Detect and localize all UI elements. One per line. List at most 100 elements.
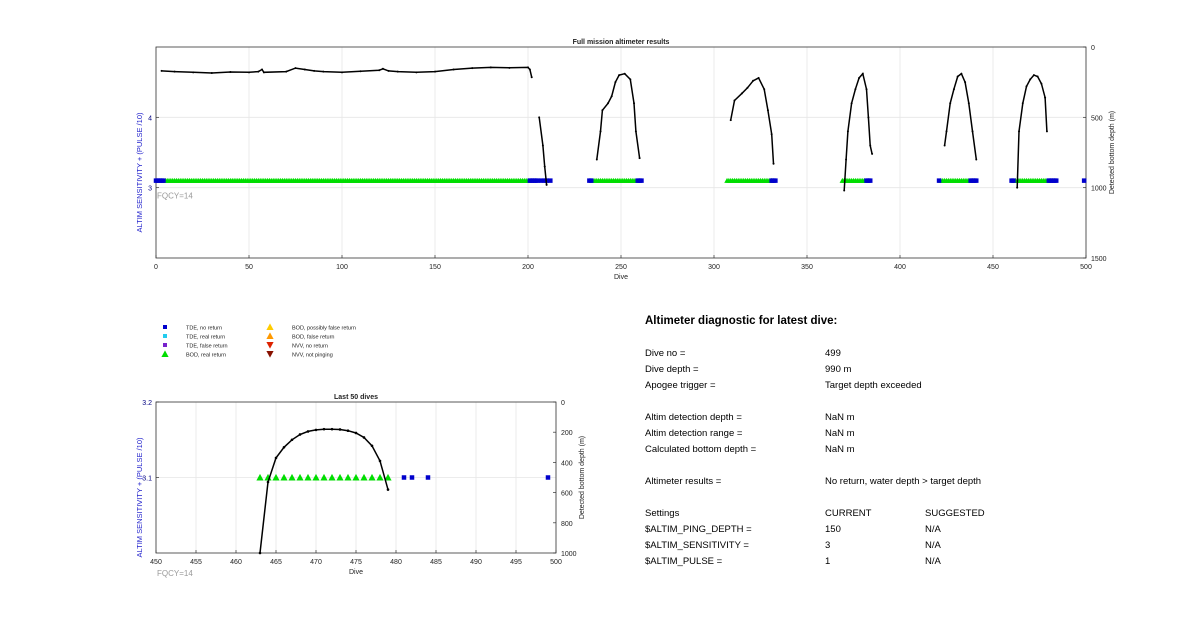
setting-label: $ALTIM_SENSITIVITY =: [645, 540, 749, 551]
bottom-depth-point: [861, 72, 864, 75]
tde-no-return-marker: [867, 178, 873, 183]
bottom-depth-point: [314, 428, 318, 432]
bottom-depth-line: [259, 428, 389, 554]
tde-no-return-marker: [773, 178, 778, 183]
bottom-depth-point: [757, 76, 760, 79]
bottom-depth-point: [378, 459, 382, 463]
bottom-depth-point: [740, 92, 743, 95]
y-right-tick-label: 0: [561, 400, 565, 407]
bottom-depth-point: [729, 119, 732, 122]
y-left-tick-label: 4: [148, 115, 152, 122]
bottom-depth-point: [629, 78, 632, 81]
diag-label: Apogee trigger =: [645, 380, 716, 391]
bottom-depth-point: [854, 88, 857, 91]
diagnostic-panel: Altimeter diagnostic for latest dive: Di…: [645, 0, 1165, 622]
bottom-depth-point: [322, 70, 325, 73]
diag-value: NaN m: [825, 444, 855, 455]
bottom-depth-point: [346, 429, 350, 432]
bottom-depth-line: [161, 66, 533, 78]
x-tick-label: 450: [987, 264, 999, 271]
bottom-depth-point: [1040, 82, 1043, 85]
bottom-depth-point: [538, 116, 541, 119]
bottom-depth-point: [1016, 186, 1019, 189]
legend-marker: [163, 334, 167, 338]
x-tick-label: 460: [230, 559, 242, 566]
bottom-depth-point: [508, 66, 511, 69]
bottom-depth-point: [1032, 74, 1035, 77]
diag-label: Dive no =: [645, 348, 686, 359]
setting-suggested: N/A: [925, 540, 941, 551]
diag-value: Target depth exceeded: [825, 380, 922, 391]
settings-header-current: CURRENT: [825, 508, 872, 519]
bottom-depth-point: [623, 72, 626, 75]
bod-real-return-marker: [256, 473, 264, 481]
bottom-depth-point: [543, 165, 546, 168]
legend-marker: [266, 323, 274, 330]
legend-label: TDE, false return: [186, 344, 228, 350]
bottom-depth-point: [1025, 85, 1028, 88]
bottom-depth-point: [595, 158, 598, 161]
x-tick-label: 455: [190, 559, 202, 566]
bottom-depth-point: [386, 488, 390, 491]
y-right-tick-label: 600: [561, 491, 573, 498]
bottom-depth-point: [282, 446, 286, 449]
tde-no-return-marker: [538, 178, 544, 183]
x-tick-label: 400: [894, 264, 906, 271]
tde-no-return-marker: [161, 178, 166, 183]
bottom-depth-point: [262, 71, 265, 74]
x-tick-label: 500: [1080, 264, 1092, 271]
diagnostic-title: Altimeter diagnostic for latest dive:: [645, 315, 838, 327]
bottom-depth-point: [298, 433, 302, 436]
bottom-depth-point: [1036, 75, 1039, 78]
settings-header-suggested: SUGGESTED: [925, 508, 985, 519]
setting-suggested: N/A: [925, 524, 941, 535]
tde-no-return-marker: [401, 475, 407, 480]
tde-no-return-marker: [545, 475, 551, 480]
bottom-depth-point: [173, 70, 176, 73]
bottom-depth-point: [752, 79, 755, 82]
setting-current: 1: [825, 556, 831, 567]
bottom-depth-point: [952, 88, 955, 91]
x-tick-label: 495: [510, 559, 522, 566]
bottom-depth-point: [545, 183, 548, 186]
bottom-depth-point: [614, 81, 617, 84]
legend-label: TDE, real return: [186, 335, 225, 341]
bottom-depth-line: [729, 76, 775, 164]
tde-no-return-marker: [548, 178, 553, 183]
tde-no-return-marker: [425, 475, 431, 480]
x-tick-label: 200: [522, 264, 534, 271]
bottom-depth-point: [975, 158, 978, 161]
bottom-depth-point: [599, 130, 602, 133]
tde-no-return-marker: [974, 178, 979, 183]
chart-title: Last 50 dives: [334, 394, 378, 401]
bottom-depth-point: [610, 95, 613, 98]
bottom-depth-point: [338, 428, 342, 431]
bottom-depth-point: [257, 70, 260, 73]
y-right-tick-label: 0: [1091, 45, 1095, 52]
legend-label: BOD, false return: [292, 335, 335, 341]
diag-label: Altim detection range =: [645, 428, 743, 439]
bottom-depth-point: [415, 71, 418, 74]
bottom-depth-point: [258, 551, 262, 555]
y-right-tick-label: 1000: [1091, 186, 1107, 193]
bottom-depth-point: [378, 69, 381, 72]
setting-current: 150: [825, 524, 841, 535]
setting-label: $ALTIM_PULSE =: [645, 556, 723, 567]
tde-no-return-marker: [936, 178, 942, 183]
y-right-tick-label: 1500: [1091, 256, 1107, 263]
bottom-depth-point: [1021, 102, 1024, 105]
tde-no-return-marker: [409, 475, 415, 480]
x-tick-label: 250: [615, 264, 627, 271]
fqcy-annotation: FQCY=14: [157, 569, 193, 578]
bottom-depth-point: [330, 427, 334, 431]
diag-label: Dive depth =: [645, 364, 699, 375]
bottom-depth-point: [956, 75, 959, 78]
legend-marker: [161, 350, 169, 357]
y-left-tick-label: 3: [148, 186, 152, 193]
bottom-depth-point: [733, 99, 736, 102]
bod-real-return-marker: [336, 473, 344, 481]
bod-real-return-marker: [312, 473, 320, 481]
x-tick-label: 500: [550, 559, 562, 566]
bod-real-return-marker: [320, 473, 328, 481]
x-tick-label: 350: [801, 264, 813, 271]
